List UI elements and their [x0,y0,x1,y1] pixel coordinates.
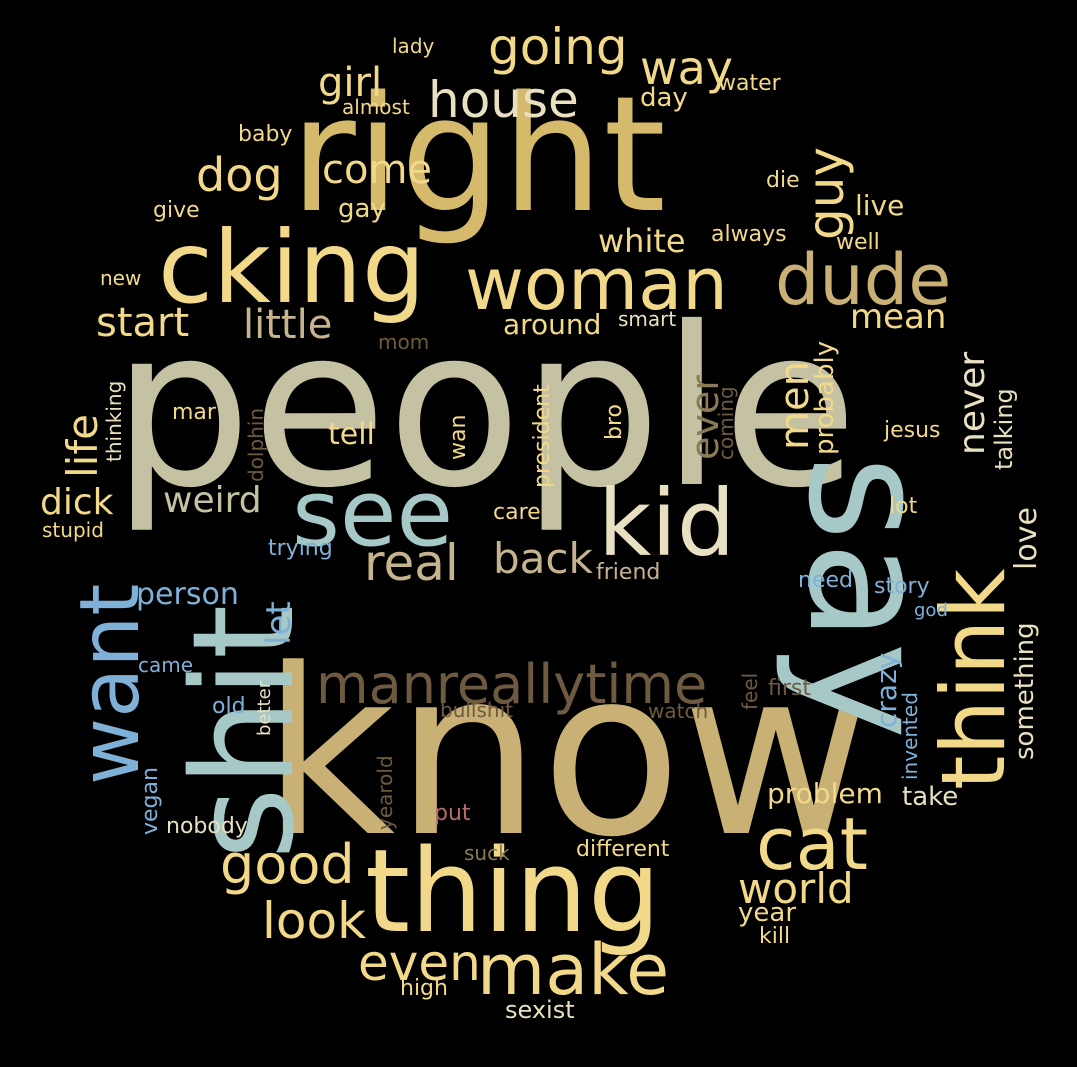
word-always: always [711,222,787,247]
word-even: even [358,934,481,992]
word-tell: tell [328,417,375,452]
word-love: love [1009,507,1044,570]
word-watch: watch [648,699,709,723]
word-something: something [1010,622,1040,760]
word-smart: smart [618,307,677,331]
word-year: year [738,898,797,928]
word-talking: talking [990,388,1018,470]
word-care: care [493,500,541,525]
word-little: little [243,302,333,348]
word-bullshit: bullshit [440,698,513,722]
word-thinking: thinking [102,380,126,462]
word-way: way [640,41,734,95]
word-world: world [738,864,854,913]
word-old: old [212,694,246,719]
word-weird: weird [163,480,262,521]
word-story: story [874,574,930,599]
word-probably: probably [810,340,840,455]
word-invented: invented [898,692,922,780]
word-going: going [488,18,628,76]
word-good: good [220,833,355,896]
word-president: president [530,384,555,488]
word-give: give [153,198,200,223]
word-dog: dog [196,148,283,202]
word-yearold: yearold [373,755,397,830]
word-dolphin: dolphin [244,407,268,482]
word-mom: mom [378,330,430,354]
word-high: high [400,976,448,1001]
word-guy: guy [797,146,855,240]
word-almost: almost [342,95,410,119]
word-make: make [477,929,670,1011]
word-white: white [598,222,686,260]
word-nobody: nobody [166,814,248,839]
word-real: real [364,534,459,592]
word-cking: cking [158,209,426,326]
word-first: first [768,676,811,701]
word-problem: problem [767,777,883,810]
word-vegan: vegan [138,767,163,835]
word-trying: trying [268,536,333,561]
word-different: different [576,837,670,862]
word-new: new [100,266,142,290]
word-die: die [766,168,800,193]
word-let: let [259,601,299,645]
word-water: water [718,71,781,96]
word-dude: dude [775,239,952,321]
word-cat: cat [756,802,868,886]
word-baby: baby [238,122,293,147]
word-manreallytime: manreallytime [316,653,708,716]
word-right: right [290,61,666,248]
word-mar: mar [172,400,216,425]
word-feel: feel [738,672,762,710]
word-mean: mean [850,297,947,337]
word-lady: lady [392,34,435,58]
word-look: look [262,892,367,950]
word-thing: thing [365,825,661,959]
word-wan: wan [446,414,471,460]
word-bro: bro [602,404,627,440]
word-see: see [292,460,454,567]
word-take: take [902,782,959,812]
word-sexist: sexist [505,996,575,1024]
word-day: day [640,83,688,113]
word-lot: lot [889,494,918,519]
word-back: back [493,534,593,583]
word-never: never [952,351,993,455]
word-dick: dick [40,482,114,523]
word-god: god [914,600,948,621]
word-need: need [798,568,853,593]
word-well: well [836,230,880,255]
word-kid: kid [598,470,736,577]
word-live: live [855,189,905,222]
word-want: want [63,583,158,785]
word-came: came [138,653,194,677]
word-put: put [434,801,471,826]
word-around: around [503,308,602,341]
word-jesus: jesus [884,418,941,443]
word-people: people [112,280,858,536]
word-house: house [428,71,579,129]
word-crazy: crazy [870,652,903,728]
word-stupid: stupid [42,518,104,542]
word-come: come [322,147,433,193]
word-coming: coming [714,386,738,460]
word-person: person [136,577,239,612]
word-start: start [96,300,190,346]
word-friend: friend [596,560,661,585]
word-better: better [254,680,275,736]
word-know: know [262,621,870,888]
word-life: life [58,414,107,478]
word-girl: girl [318,60,383,106]
word-men: men [772,361,818,450]
word-gay: gay [338,194,386,224]
word-kill: kill [759,924,791,949]
word-suck: suck [464,841,510,865]
word-woman: woman [465,242,728,326]
